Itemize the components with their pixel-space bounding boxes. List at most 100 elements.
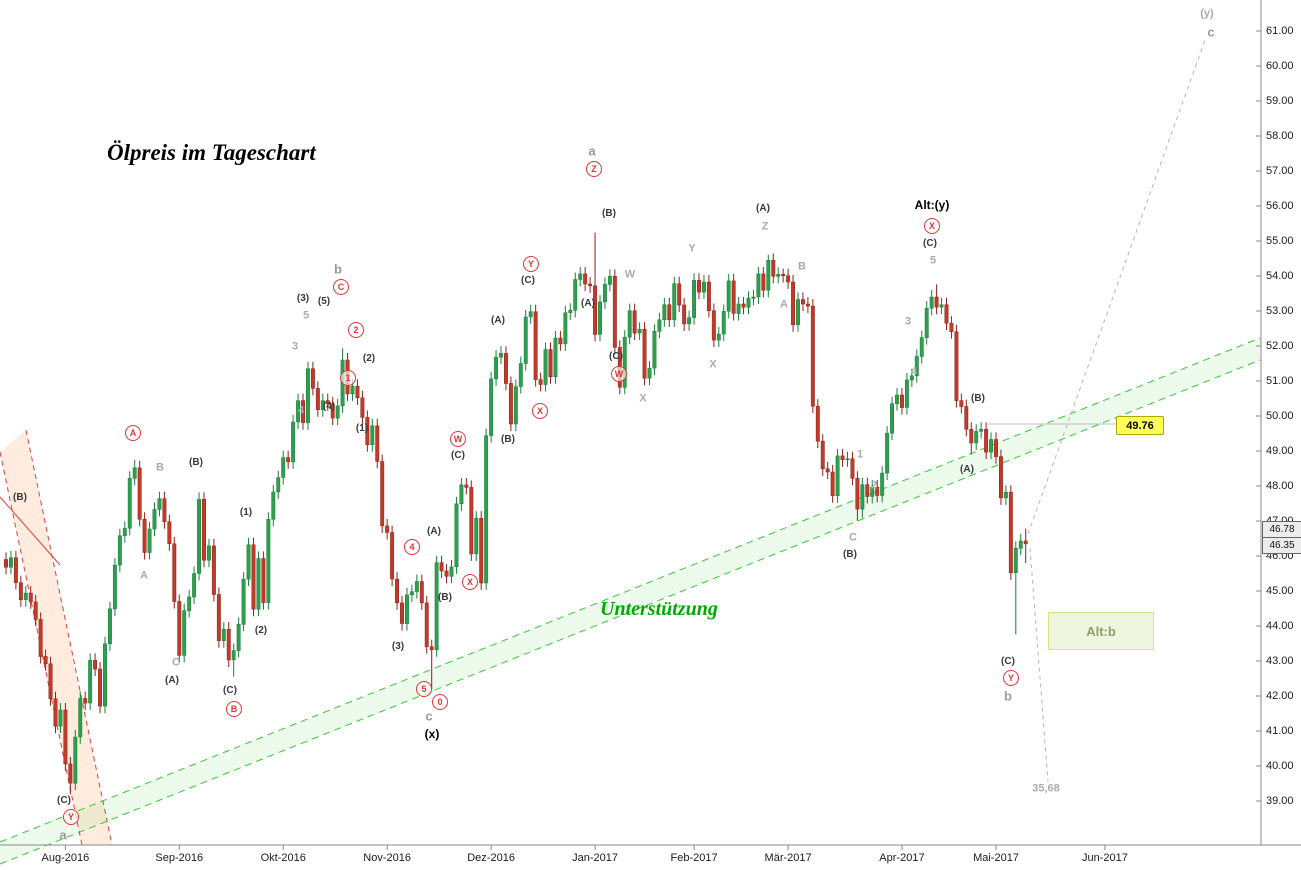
wave-label: 5	[302, 309, 310, 322]
candle	[612, 269, 617, 355]
candle	[999, 449, 1003, 505]
candle	[142, 512, 147, 560]
candle	[706, 274, 711, 318]
candle	[53, 691, 58, 734]
candle	[934, 284, 939, 315]
candle	[801, 292, 805, 311]
candle	[365, 410, 370, 452]
candle	[395, 572, 400, 610]
candle	[226, 622, 231, 667]
candle	[335, 398, 340, 426]
candle	[583, 266, 588, 292]
y-axis-label: 53.00	[1266, 305, 1294, 317]
wave-label-circled: B	[226, 701, 242, 717]
candle	[791, 274, 795, 332]
x-axis-label: Okt-2016	[260, 852, 306, 864]
wave-label-circled: Y	[523, 256, 539, 272]
candle	[23, 586, 28, 607]
candle	[241, 572, 246, 632]
wave-label: (C)	[1001, 656, 1015, 667]
candle	[246, 537, 251, 587]
wave-label: (4)	[322, 401, 336, 412]
candle	[33, 594, 38, 627]
wave-label: c	[1207, 24, 1215, 40]
wave-label: (1)	[239, 507, 253, 518]
wave-label: a	[588, 143, 596, 159]
candle	[513, 379, 518, 432]
candle	[325, 393, 330, 411]
candle	[454, 496, 459, 574]
wave-label: (C)	[57, 795, 71, 806]
candle	[177, 594, 182, 663]
candle	[682, 298, 687, 331]
candle	[221, 622, 226, 648]
candle	[979, 422, 984, 439]
x-axis-label: Dez-2016	[467, 852, 515, 864]
y-axis-label: 49.00	[1266, 445, 1294, 457]
wave-label: (A)	[427, 526, 441, 537]
candle	[38, 612, 43, 664]
y-axis-label: 58.00	[1266, 130, 1294, 142]
candle	[152, 502, 157, 536]
candle	[994, 432, 998, 464]
candle	[320, 393, 325, 417]
wave-label: 4	[910, 365, 918, 378]
y-axis-label: 51.00	[1266, 375, 1294, 387]
candle	[494, 350, 499, 386]
wave-label: b	[334, 261, 342, 277]
candle	[68, 756, 73, 795]
wave-label: X	[709, 358, 717, 371]
wave-label-circled: X	[532, 403, 548, 419]
candle	[820, 434, 825, 476]
candle	[865, 477, 870, 504]
candle	[692, 273, 696, 325]
wave-label: a	[59, 827, 67, 843]
candle	[900, 388, 904, 415]
candle	[850, 451, 855, 486]
wave-label: B	[156, 461, 164, 474]
candle	[890, 396, 894, 441]
candle	[489, 371, 494, 443]
wave-label: A	[140, 569, 148, 582]
candle	[108, 601, 112, 651]
wave-label: 35,68	[1032, 782, 1060, 795]
candle	[1013, 541, 1018, 635]
wave-label: Y	[688, 242, 696, 255]
candle	[211, 538, 216, 602]
candle	[662, 297, 667, 327]
candle	[207, 538, 211, 568]
candle	[231, 643, 236, 677]
candle	[815, 399, 820, 449]
candle	[746, 291, 751, 315]
wave-label: (A)	[756, 203, 770, 214]
candle	[504, 346, 508, 391]
candle	[647, 361, 652, 386]
wave-label-circled: 4	[404, 539, 420, 555]
candle	[919, 330, 924, 364]
candle	[672, 276, 677, 327]
candle	[147, 522, 152, 560]
candle	[652, 324, 657, 375]
wave-label: 1	[856, 448, 864, 461]
support-price-tag: 49.76	[1116, 416, 1164, 435]
candle	[1023, 528, 1028, 563]
candle	[310, 361, 315, 396]
wave-label: Z	[761, 220, 769, 233]
x-axis-label: Sep-2016	[155, 852, 204, 864]
candle	[840, 448, 845, 467]
candle	[370, 418, 375, 452]
candle	[845, 451, 850, 467]
candle	[885, 426, 890, 480]
candle	[1003, 485, 1008, 505]
candle	[375, 418, 380, 469]
wave-label: (y)	[1200, 7, 1214, 20]
last-price-box: 46.78	[1262, 521, 1301, 538]
candle	[18, 575, 23, 607]
y-axis-label: 48.00	[1266, 480, 1294, 492]
candle	[637, 322, 642, 340]
wave-label: (2)	[254, 625, 268, 636]
x-axis-label: Jun-2017	[1081, 852, 1128, 864]
candle	[984, 422, 989, 459]
y-axis-label: 52.00	[1266, 340, 1294, 352]
